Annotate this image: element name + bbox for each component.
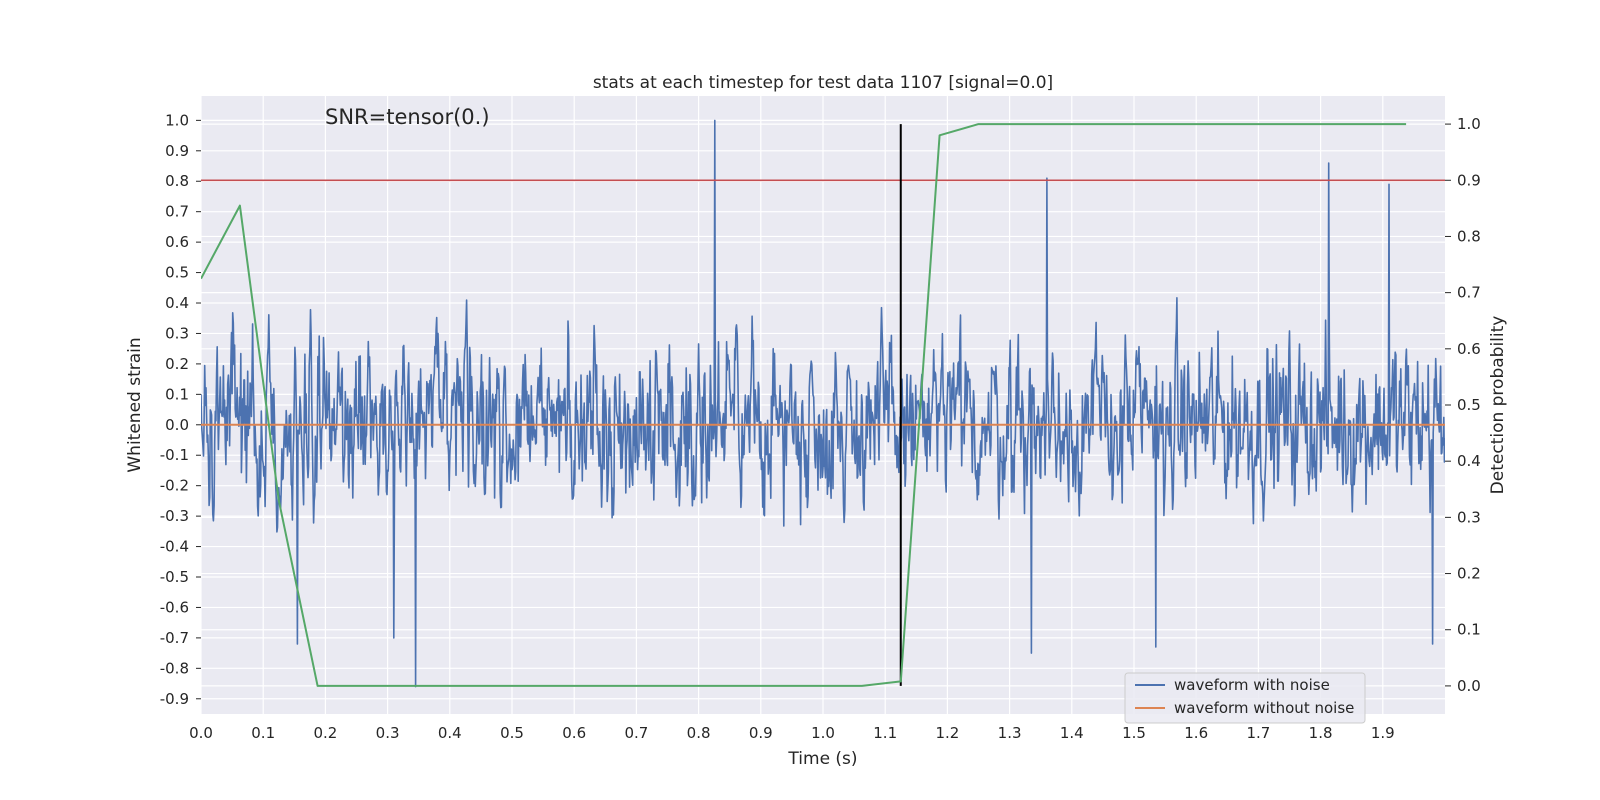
y-left-axis-label: Whitened strain [125,337,145,472]
y-right-tick-label: 0.2 [1457,565,1481,583]
x-tick-label: 0.1 [251,724,275,742]
x-tick-label: 1.1 [873,724,897,742]
y-right-axis-label: Detection probability [1488,316,1508,495]
legend: waveform with noise waveform without noi… [1124,672,1366,724]
x-tick-label: 1.3 [998,724,1022,742]
y-left-tick-label: 1.0 [165,111,189,129]
y-left-tick-label: 0.7 [165,203,189,221]
y-left-tick-label: -0.7 [160,629,189,647]
x-tick-label: 0.5 [500,724,524,742]
x-tick-label: 0.0 [189,724,213,742]
x-tick-label: 0.4 [438,724,462,742]
x-tick-label: 1.6 [1184,724,1208,742]
y-left-tick-label: -0.8 [160,659,189,677]
x-axis-ticks: 0.0 0.1 0.2 0.3 0.4 0.5 0.6 0.7 0.8 0.9 1.0 1.1 1.2 1… [189,724,1395,742]
x-tick-label: 1.9 [1371,724,1395,742]
x-tick-label: 1.7 [1246,724,1270,742]
x-tick-label: 0.7 [624,724,648,742]
y-left-tick-label: -0.4 [160,538,189,556]
y-left-tick-label: -0.3 [160,507,189,525]
y-left-tick-label: 0.5 [165,264,189,282]
x-tick-label: 0.3 [376,724,400,742]
y-left-axis-ticks: 1.0 0.9 0.8 0.7 0.6 0.5 0.4 0.3 0.2 0.1 0.0 -0.1 -0.… [160,111,201,708]
y-right-tick-label: 0.5 [1457,396,1481,414]
series-layer [201,119,1445,688]
y-right-tick-label: 0.0 [1457,677,1481,695]
y-right-axis-ticks: 1.0 0.9 0.8 0.7 0.6 0.5 0.4 0.3 0.2 0.1 0.0 [1445,115,1481,695]
x-tick-label: 1.2 [935,724,959,742]
x-tick-label: 1.4 [1060,724,1084,742]
y-right-tick-label: 0.4 [1457,452,1481,470]
y-left-tick-label: 0.9 [165,142,189,160]
y-left-tick-label: 0.4 [165,294,189,312]
y-left-tick-label: -0.6 [160,598,189,616]
y-right-tick-label: 0.6 [1457,340,1481,358]
y-left-tick-label: 0.3 [165,324,189,342]
y-left-tick-label: -0.2 [160,477,189,495]
y-right-tick-label: 0.9 [1457,171,1481,189]
y-left-tick-label: 0.8 [165,172,189,190]
x-tick-label: 0.6 [562,724,586,742]
y-right-tick-label: 0.7 [1457,284,1481,302]
x-tick-label: 0.2 [313,724,337,742]
chart-title: stats at each timestep for test data 110… [593,73,1053,93]
legend-label-clean: waveform without noise [1174,699,1354,717]
x-tick-label: 0.9 [749,724,773,742]
x-tick-label: 1.8 [1309,724,1333,742]
y-right-tick-label: 0.8 [1457,227,1481,245]
y-left-tick-label: -0.1 [160,446,189,464]
series-waveform-with-noise [201,119,1445,688]
y-left-tick-label: -0.5 [160,568,189,586]
y-left-tick-label: 0.6 [165,233,189,251]
y-left-tick-label: -0.9 [160,690,189,708]
legend-label-noise: waveform with noise [1174,676,1330,694]
x-tick-label: 1.0 [811,724,835,742]
x-axis-label: Time (s) [787,749,857,769]
series-detection-probability [201,123,1407,687]
x-tick-label: 0.8 [687,724,711,742]
y-left-tick-label: 0.1 [165,385,189,403]
snr-annotation: SNR=tensor(0.) [325,105,490,129]
y-right-tick-label: 1.0 [1457,115,1481,133]
x-tick-label: 1.5 [1122,724,1146,742]
y-left-tick-label: 0.2 [165,355,189,373]
legend-box [1124,672,1366,724]
y-left-tick-label: 0.0 [165,416,189,434]
y-right-tick-label: 0.1 [1457,621,1481,639]
y-right-tick-label: 0.3 [1457,508,1481,526]
